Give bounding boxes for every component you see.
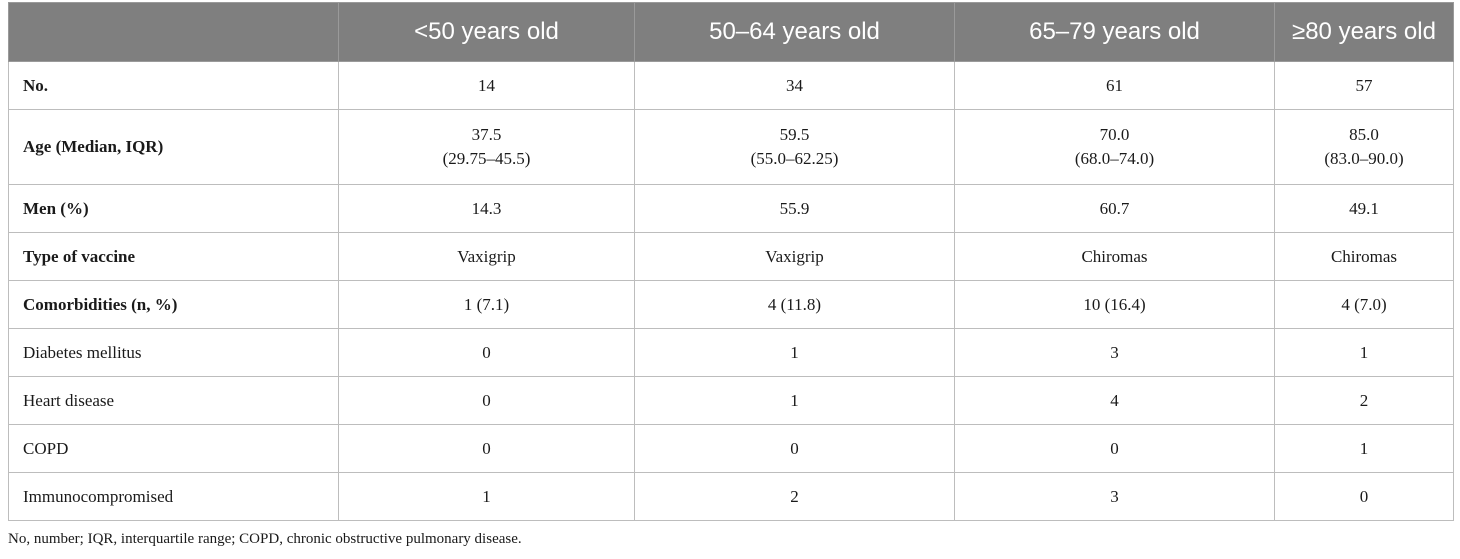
table-cell: 61 (954, 61, 1275, 110)
cell-value: 59.5 (779, 125, 810, 144)
table-row: Men (%) 14.3 55.9 60.7 49.1 (8, 184, 1454, 233)
table-row: Type of vaccine Vaxigrip Vaxigrip Chirom… (8, 232, 1454, 281)
cell-range: (83.0–90.0) (1324, 149, 1404, 168)
cell-value: 85.0 (1349, 125, 1379, 144)
row-label: COPD (8, 424, 339, 473)
cell-range: (29.75–45.5) (442, 149, 531, 168)
table-cell: 55.9 (634, 184, 955, 233)
table-cell: 37.5 (29.75–45.5) (338, 109, 635, 185)
table-cell: 3 (954, 472, 1275, 521)
table-container: <50 years old 50–64 years old 65–79 year… (8, 2, 1454, 521)
table-cell: 1 (7.1) (338, 280, 635, 329)
table-cell: 1 (338, 472, 635, 521)
header-cell-under-50: <50 years old (338, 2, 635, 62)
table-row: COPD 0 0 0 1 (8, 424, 1454, 473)
row-label: Age (Median, IQR) (8, 109, 339, 185)
cell-range: (68.0–74.0) (1074, 149, 1155, 168)
table-cell: Chiromas (1274, 232, 1454, 281)
table-row: Comorbidities (n, %) 1 (7.1) 4 (11.8) 10… (8, 280, 1454, 329)
table-cell: Chiromas (954, 232, 1275, 281)
table-cell: 1 (634, 328, 955, 377)
table-cell: 0 (954, 424, 1275, 473)
table-cell: 85.0 (83.0–90.0) (1274, 109, 1454, 185)
row-label: Heart disease (8, 376, 339, 425)
table-footnote: No, number; IQR, interquartile range; CO… (8, 531, 522, 547)
table-cell: 1 (1274, 424, 1454, 473)
cell-range: (55.0–62.25) (750, 149, 839, 168)
row-label: No. (8, 61, 339, 110)
table-cell: 4 (11.8) (634, 280, 955, 329)
row-label: Immunocompromised (8, 472, 339, 521)
table-cell: Vaxigrip (338, 232, 635, 281)
table-cell: 1 (1274, 328, 1454, 377)
table-cell: 70.0 (68.0–74.0) (954, 109, 1275, 185)
table-cell: 0 (634, 424, 955, 473)
cell-value: 70.0 (1099, 125, 1130, 144)
table-cell: 4 (954, 376, 1275, 425)
table-cell: 59.5 (55.0–62.25) (634, 109, 955, 185)
row-label: Comorbidities (n, %) (8, 280, 339, 329)
table-row: Age (Median, IQR) 37.5 (29.75–45.5) 59.5 (… (8, 109, 1454, 185)
table-row: Heart disease 0 1 4 2 (8, 376, 1454, 425)
table-cell: 0 (338, 424, 635, 473)
table-row: Immunocompromised 1 2 3 0 (8, 472, 1454, 521)
table-cell: 10 (16.4) (954, 280, 1275, 329)
table-cell: 3 (954, 328, 1275, 377)
table-cell: 14 (338, 61, 635, 110)
row-label: Diabetes mellitus (8, 328, 339, 377)
table-row: No. 14 34 61 57 (8, 61, 1454, 110)
header-cell-80-plus: ≥80 years old (1274, 2, 1454, 62)
header-cell-65-79: 65–79 years old (954, 2, 1275, 62)
table-cell: 4 (7.0) (1274, 280, 1454, 329)
table-row: Diabetes mellitus 0 1 3 1 (8, 328, 1454, 377)
header-cell-50-64: 50–64 years old (634, 2, 955, 62)
table-cell: 49.1 (1274, 184, 1454, 233)
table-cell: 0 (1274, 472, 1454, 521)
table-cell: 34 (634, 61, 955, 110)
cell-value: 37.5 (471, 125, 502, 144)
table-cell: 14.3 (338, 184, 635, 233)
header-row: <50 years old 50–64 years old 65–79 year… (8, 2, 1454, 62)
table-cell: 1 (634, 376, 955, 425)
data-table: <50 years old 50–64 years old 65–79 year… (8, 2, 1454, 521)
table-cell: 2 (1274, 376, 1454, 425)
table-cell: 60.7 (954, 184, 1275, 233)
table-cell: 0 (338, 328, 635, 377)
header-cell-blank (8, 2, 339, 62)
table-cell: Vaxigrip (634, 232, 955, 281)
table-cell: 2 (634, 472, 955, 521)
table-cell: 57 (1274, 61, 1454, 110)
row-label: Type of vaccine (8, 232, 339, 281)
row-label: Men (%) (8, 184, 339, 233)
table-cell: 0 (338, 376, 635, 425)
